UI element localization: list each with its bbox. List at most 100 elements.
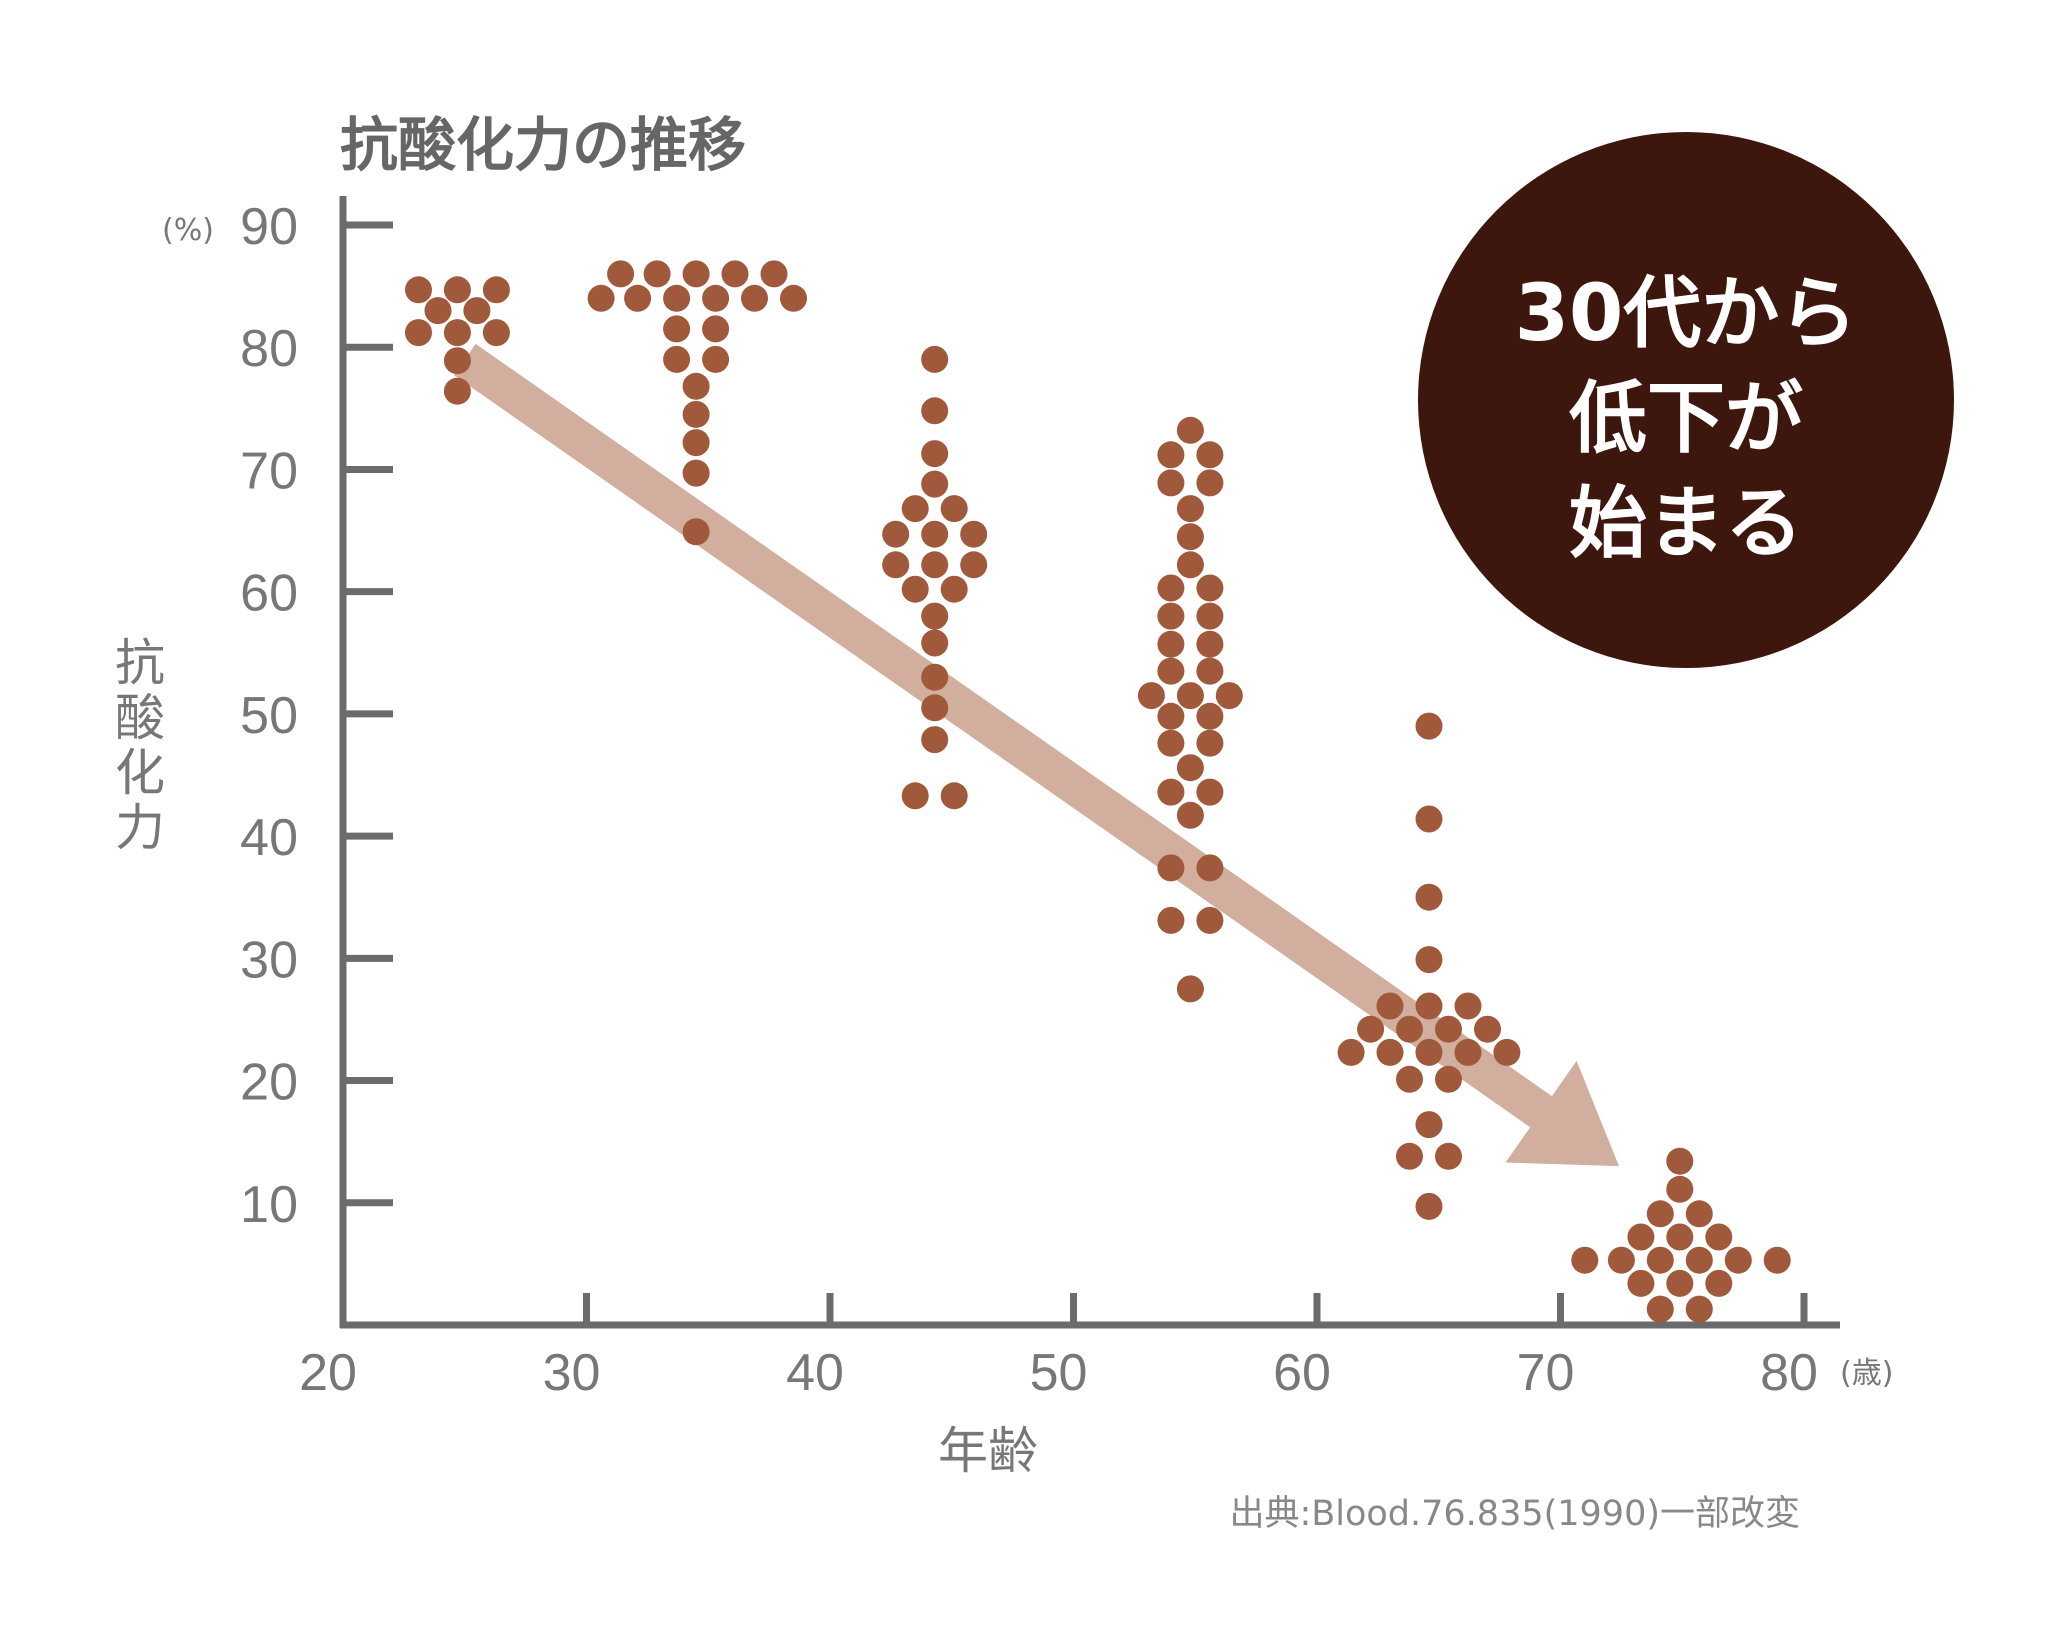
data-point <box>1157 778 1185 806</box>
data-point <box>1337 1038 1365 1066</box>
data-point <box>1196 729 1224 757</box>
data-point <box>1415 712 1443 740</box>
x-unit-label: (歳) <box>1840 1356 1893 1391</box>
data-point <box>443 347 471 375</box>
data-point <box>1724 1246 1752 1274</box>
x-tick-label: 70 <box>1517 1344 1575 1402</box>
callout-line-3: 始まる <box>1569 479 1803 569</box>
data-point <box>1196 657 1224 685</box>
data-point <box>921 345 949 373</box>
y-tick-label: 70 <box>240 442 298 500</box>
data-point <box>1157 441 1185 469</box>
data-point <box>1627 1223 1655 1251</box>
data-point <box>1666 1269 1694 1297</box>
data-point <box>587 284 615 312</box>
data-point <box>940 575 968 603</box>
data-point <box>443 319 471 347</box>
data-point <box>721 260 749 288</box>
data-point <box>663 345 691 373</box>
data-point <box>482 319 510 347</box>
data-points <box>405 260 1791 1323</box>
callout-line-1: 30代から <box>1515 269 1858 359</box>
data-point <box>1415 805 1443 833</box>
callout-circle <box>1418 132 1954 668</box>
data-point <box>443 377 471 405</box>
data-point <box>1705 1223 1733 1251</box>
data-point <box>921 694 949 722</box>
data-point <box>682 429 710 457</box>
data-point <box>1196 574 1224 602</box>
data-point <box>901 575 929 603</box>
data-point <box>1157 630 1185 658</box>
data-point <box>1176 975 1204 1003</box>
data-point <box>780 284 807 312</box>
data-point <box>1157 602 1185 630</box>
data-point <box>1435 1142 1462 1170</box>
data-point <box>1196 854 1224 882</box>
data-point <box>882 520 910 548</box>
data-point <box>921 663 949 691</box>
data-point <box>1685 1246 1713 1274</box>
data-point <box>1157 657 1185 685</box>
data-point <box>1176 551 1204 579</box>
callout-badge: 30代から 低下が 始まる <box>1418 132 1954 668</box>
data-point <box>682 260 710 288</box>
data-point <box>940 495 968 523</box>
data-point <box>1607 1246 1635 1274</box>
data-point <box>901 782 929 810</box>
data-point <box>405 276 432 304</box>
data-point <box>1357 1015 1385 1043</box>
data-point <box>1396 1142 1423 1170</box>
data-point <box>1196 441 1224 469</box>
data-point <box>405 319 432 347</box>
data-point <box>1196 702 1224 730</box>
data-point <box>1396 1015 1423 1043</box>
data-point <box>1176 495 1204 523</box>
y-tick-label: 10 <box>240 1176 298 1234</box>
data-point <box>1763 1246 1791 1274</box>
y-tick-label: 30 <box>240 931 298 989</box>
data-point <box>1196 602 1224 630</box>
data-point <box>960 551 988 579</box>
data-point <box>682 400 710 428</box>
data-point <box>1474 1015 1501 1043</box>
y-unit-label: (%) <box>162 213 214 248</box>
data-point <box>1396 1065 1423 1093</box>
trend-arrow <box>453 343 1619 1167</box>
data-point <box>463 297 491 325</box>
data-point <box>624 284 652 312</box>
data-point <box>1196 469 1224 497</box>
data-point <box>1415 1192 1443 1220</box>
data-point <box>682 459 710 487</box>
x-tick-label: 50 <box>1030 1344 1088 1402</box>
data-point <box>1376 1038 1404 1066</box>
data-point <box>1666 1147 1694 1175</box>
data-point <box>1454 992 1482 1020</box>
x-tick-label: 20 <box>299 1344 357 1402</box>
x-tick-label: 60 <box>1273 1344 1331 1402</box>
data-point <box>1176 523 1204 551</box>
data-point <box>1157 574 1185 602</box>
data-point <box>1435 1015 1462 1043</box>
data-point <box>1646 1295 1674 1323</box>
data-point <box>1454 1038 1482 1066</box>
source-note: 出典:Blood.76.835(1990)一部改変 <box>1229 1494 1800 1534</box>
data-point <box>1685 1295 1713 1323</box>
x-ticks: 20 30 40 50 60 70 80 <box>299 1293 1818 1402</box>
y-ticks: 10 20 30 40 50 60 70 80 90 <box>240 198 393 1234</box>
data-point <box>921 470 949 498</box>
data-point <box>1157 906 1185 934</box>
data-point <box>643 260 671 288</box>
data-point <box>1415 1038 1443 1066</box>
data-point <box>702 315 730 343</box>
data-point <box>1196 906 1224 934</box>
data-point <box>607 260 635 288</box>
data-point <box>1646 1246 1674 1274</box>
y-tick-label: 60 <box>240 565 298 623</box>
data-point <box>1415 992 1443 1020</box>
data-point <box>921 629 949 657</box>
data-point <box>1176 682 1204 710</box>
data-point <box>921 551 949 579</box>
y-tick-label: 90 <box>240 198 298 256</box>
